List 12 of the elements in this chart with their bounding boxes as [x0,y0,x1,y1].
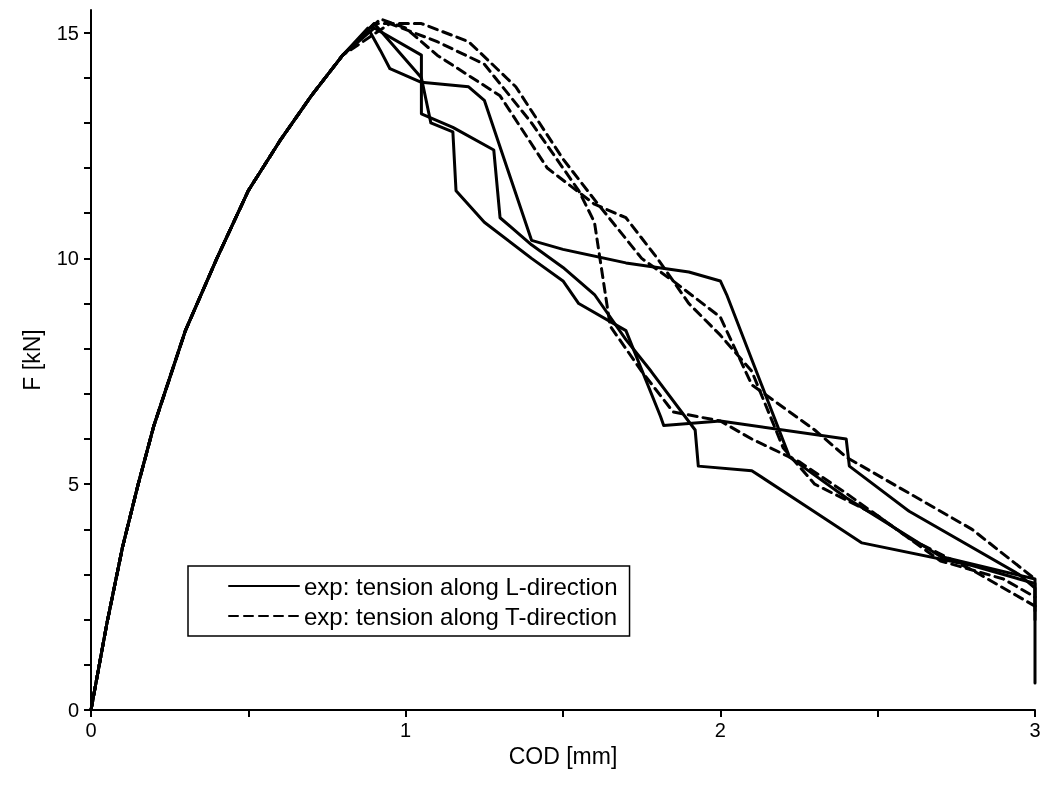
y-tick-label: 0 [67,699,79,721]
y-tick-label: 10 [56,247,79,270]
y-tick-label: 5 [67,473,79,496]
x-tick-label: 0 [85,719,97,741]
y-tick-label: 15 [56,21,79,44]
x-axis-title: COD [mm] [508,743,618,770]
x-tick-label: 3 [1029,719,1041,741]
x-tick-label: 1 [400,719,412,741]
legend-label: exp: tension along T-direction [304,602,618,630]
x-tick-label: 2 [714,719,726,741]
y-axis-title: F [kN] [18,329,45,391]
legend-label: exp: tension along L-direction [304,572,618,600]
